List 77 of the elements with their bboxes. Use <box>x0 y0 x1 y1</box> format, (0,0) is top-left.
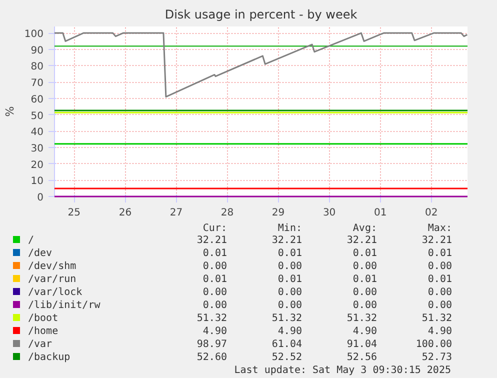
text: 100.00 <box>414 338 452 351</box>
text: 32.21 <box>420 234 452 247</box>
text: 0.00 <box>276 286 302 299</box>
legend-label: /boot <box>27 312 60 325</box>
text: 52.56 <box>346 351 377 364</box>
y-tick-label: 0 <box>37 192 44 204</box>
text: 32.21 <box>196 234 227 247</box>
text: 0.00 <box>202 286 227 299</box>
text: 0.01 <box>276 247 302 260</box>
text: 91.04 <box>346 338 377 351</box>
chart-title: Disk usage in percent - by week <box>164 8 358 22</box>
y-tick-label: 10 <box>30 176 44 188</box>
text: Last update: Sat May 3 09:30:15 2025 <box>233 364 452 377</box>
text: 0.00 <box>276 260 302 273</box>
legend-label: /dev/shm <box>27 260 78 273</box>
text: 0.00 <box>352 286 377 299</box>
y-tick-label: 30 <box>30 143 44 154</box>
text: 32.21 <box>346 234 377 247</box>
y-tick-label: 20 <box>30 160 44 171</box>
text: 4.90 <box>426 325 452 338</box>
text: 0.01 <box>202 247 227 260</box>
y-tick-label: 100 <box>24 29 44 40</box>
legend-label: /backup <box>27 351 72 364</box>
legend-label: /dev <box>27 247 54 260</box>
x-tick-label: 28 <box>220 208 234 218</box>
text: 0.01 <box>426 273 452 286</box>
text: Min: <box>276 223 302 234</box>
x-tick-label: 30 <box>322 208 336 218</box>
text: 0.00 <box>426 286 452 299</box>
legend-label: /var/run <box>27 273 78 286</box>
y-tick-label: 70 <box>30 78 44 90</box>
text: 51.32 <box>420 312 452 325</box>
text: 0.00 <box>352 299 377 312</box>
line-series <box>54 32 468 98</box>
text: Cur: <box>202 223 227 234</box>
text: 0.01 <box>426 247 452 260</box>
y-tick-label: 60 <box>30 94 44 106</box>
legend-label: /home <box>27 325 60 338</box>
x-tick-label: 02 <box>424 208 438 218</box>
text: 61.04 <box>270 338 302 351</box>
text: 0.01 <box>276 273 302 286</box>
text: 51.32 <box>270 312 302 325</box>
text: 0.00 <box>202 299 227 312</box>
legend-label: / <box>27 234 36 247</box>
y-tick-label: 50 <box>30 110 44 122</box>
text: 0.01 <box>352 273 377 286</box>
text: 0.00 <box>352 260 377 273</box>
x-tick-label: 01 <box>374 208 387 218</box>
text: 52.52 <box>270 351 302 364</box>
y-tick-label: 80 <box>30 62 44 73</box>
text: 52.60 <box>196 351 227 364</box>
text: 98.97 <box>196 338 227 351</box>
y-axis-title: % <box>3 106 16 117</box>
text: 0.01 <box>202 273 227 286</box>
text: 4.90 <box>276 325 302 338</box>
text: Max: <box>426 223 452 234</box>
text: 0.00 <box>202 260 227 273</box>
y-tick-label: 40 <box>30 127 44 138</box>
text: 51.32 <box>346 312 377 325</box>
text: 4.90 <box>202 325 227 338</box>
y-tick-label: 90 <box>30 45 44 56</box>
text: 0.00 <box>276 299 302 312</box>
text: Avg: <box>352 223 377 234</box>
text: 52.73 <box>420 351 452 364</box>
text: 0.01 <box>352 247 377 260</box>
text: 0.00 <box>426 260 452 273</box>
x-tick-label: 27 <box>170 208 183 218</box>
x-tick-label: 25 <box>68 208 81 218</box>
legend-label: /lib/init/rw <box>27 299 102 312</box>
legend-label: /var/lock <box>27 286 84 299</box>
text: 4.90 <box>352 325 377 338</box>
text: 51.32 <box>196 312 227 325</box>
text: 0.00 <box>426 299 452 312</box>
text: 32.21 <box>270 234 302 247</box>
legend-label: /var <box>27 338 54 351</box>
x-tick-label: 29 <box>272 208 285 218</box>
x-tick-label: 26 <box>118 208 132 218</box>
